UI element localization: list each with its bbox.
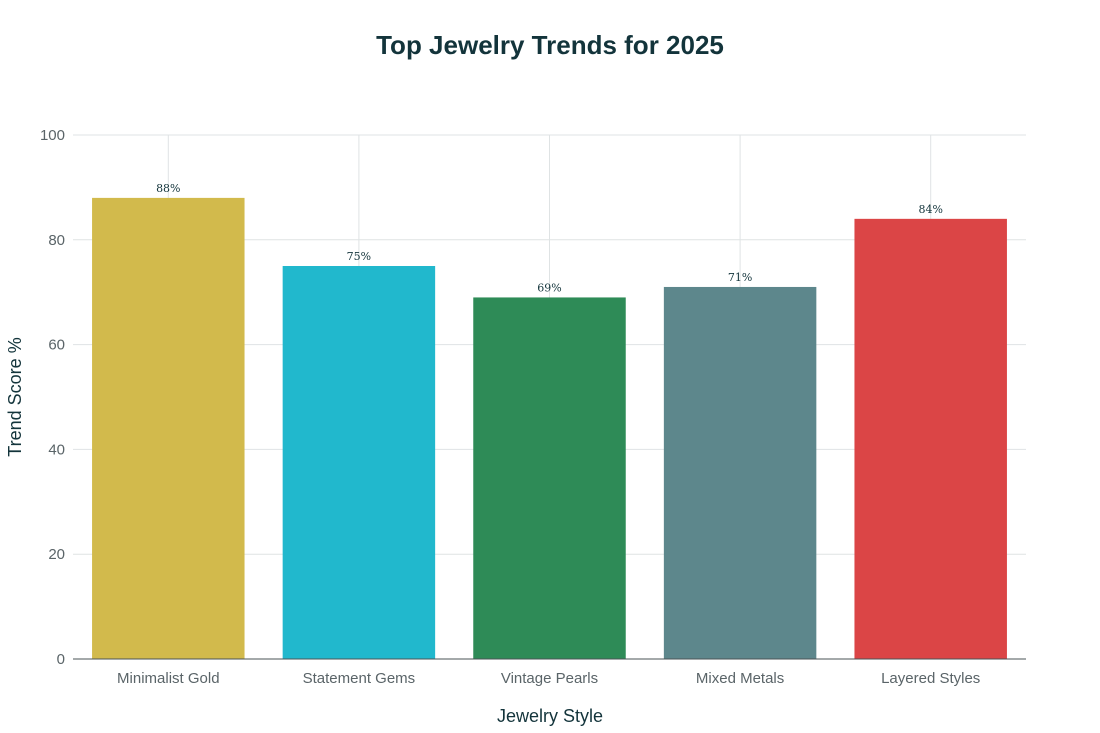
data-label: 69% — [537, 281, 561, 294]
bar — [92, 197, 245, 659]
x-axis-title: Jewelry Style — [497, 706, 603, 726]
x-tick-label: Layered Styles — [881, 670, 980, 687]
y-tick-label: 60 — [48, 337, 65, 354]
data-labels: 88% 75% 69% 71% 84% — [156, 182, 943, 295]
data-label: 75% — [347, 250, 371, 263]
y-tick-label: 100 — [40, 127, 65, 144]
y-axis-title: Trend Score % — [5, 337, 25, 456]
x-tick-label: Minimalist Gold — [117, 670, 220, 687]
axes: 0 20 40 60 80 100 Minimalist Gold Statement Gem… — [40, 127, 1026, 687]
bar — [854, 218, 1007, 659]
x-tick-label: Mixed Metals — [696, 670, 784, 687]
chart-title: Top Jewelry Trends for 2025 — [376, 30, 724, 60]
data-label: 71% — [728, 271, 752, 284]
x-tick-label: Statement Gems — [303, 670, 416, 687]
bar — [473, 297, 626, 659]
y-tick-label: 80 — [48, 232, 65, 249]
bars — [92, 197, 1007, 659]
y-tick-label: 40 — [48, 441, 65, 458]
bar — [282, 266, 436, 659]
x-tick-label: Vintage Pearls — [501, 670, 598, 687]
data-label: 84% — [918, 203, 942, 216]
data-label: 88% — [156, 182, 180, 195]
y-tick-label: 20 — [48, 546, 65, 563]
y-tick-label: 0 — [57, 651, 65, 668]
bar — [663, 286, 817, 659]
